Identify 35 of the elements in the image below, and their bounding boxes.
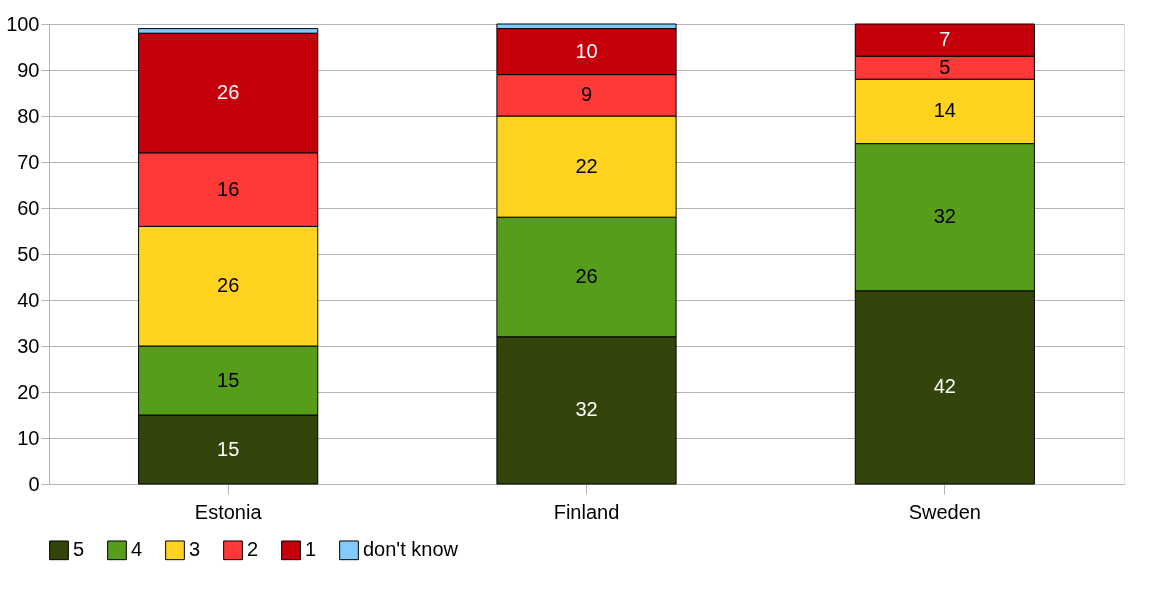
x-tick-label: Sweden xyxy=(908,500,981,523)
data-label: 16 xyxy=(217,177,240,200)
legend-label: 4 xyxy=(131,538,143,561)
x-tick-label: Estonia xyxy=(194,500,263,523)
legend-label: 3 xyxy=(189,538,201,561)
data-label: 7 xyxy=(939,28,951,51)
y-tick-label: 0 xyxy=(28,472,40,495)
data-label: 14 xyxy=(933,99,956,122)
legend-label: 1 xyxy=(305,538,317,561)
data-label: 26 xyxy=(217,274,240,297)
legend-label: 2 xyxy=(247,538,259,561)
data-label: 42 xyxy=(933,375,956,398)
data-label: 32 xyxy=(933,205,956,228)
y-tick-label: 50 xyxy=(17,242,40,265)
y-tick-label: 40 xyxy=(17,288,40,311)
data-label: 9 xyxy=(580,83,593,106)
data-label: 15 xyxy=(217,437,240,460)
data-label: 26 xyxy=(217,81,240,103)
data-label: 15 xyxy=(217,368,240,391)
data-label: 32 xyxy=(575,398,598,421)
y-tick-label: 10 xyxy=(17,426,40,449)
y-tick-label: 30 xyxy=(17,334,40,357)
data-label: 10 xyxy=(575,39,598,62)
legend-label: 5 xyxy=(73,538,85,561)
legend-label: don't know xyxy=(363,538,459,561)
y-tick-label: 80 xyxy=(17,104,40,127)
y-tick-label: 100 xyxy=(6,12,40,35)
y-tick-label: 90 xyxy=(17,58,40,81)
data-label: 22 xyxy=(575,154,598,177)
y-tick-label: 60 xyxy=(17,196,40,219)
data-label: 5 xyxy=(939,55,951,78)
x-tick-label: Finland xyxy=(553,500,620,523)
y-tick-label: 70 xyxy=(17,150,40,173)
y-tick-label: 20 xyxy=(17,380,40,403)
data-label: 26 xyxy=(575,265,598,287)
